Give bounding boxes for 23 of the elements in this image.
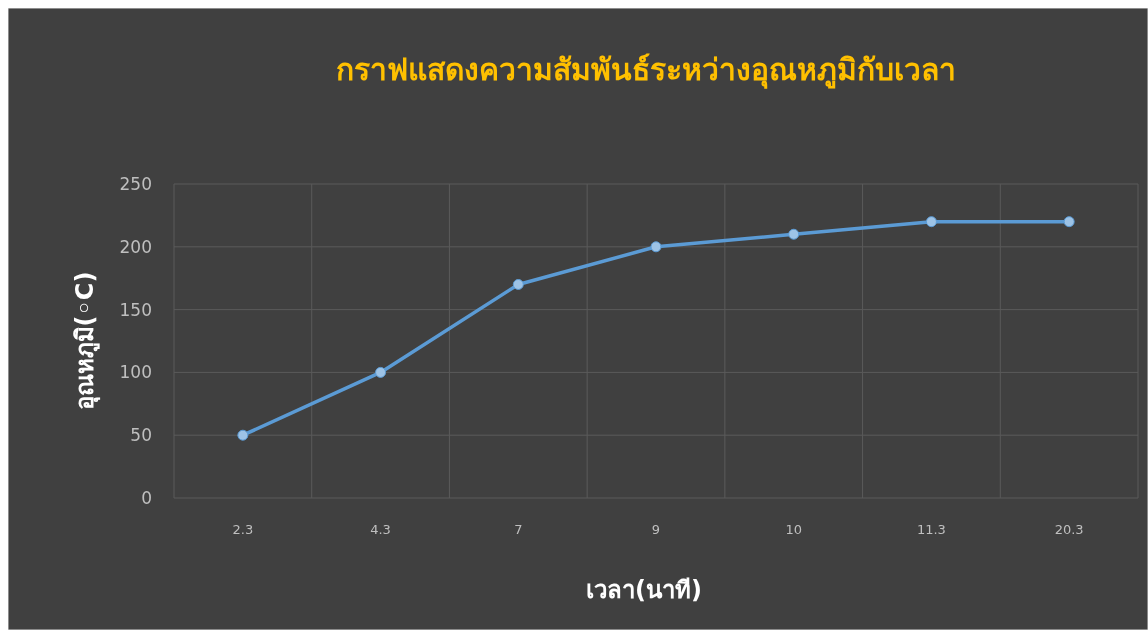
x-tick-label: 10	[785, 522, 802, 537]
x-tick-label: 9	[651, 522, 661, 537]
x-tick-label: 20.3	[1054, 522, 1084, 537]
y-tick-label: 150	[119, 299, 152, 320]
y-tick-label: 50	[130, 425, 152, 446]
point	[788, 228, 800, 240]
y-tick-label: 250	[119, 173, 152, 194]
point	[650, 241, 662, 253]
point	[1063, 216, 1075, 228]
y-axis-title: อุณหภูมิ(◦C)	[71, 271, 101, 411]
point	[512, 278, 524, 290]
x-tick-label: 2.3	[232, 522, 254, 537]
y-tick-label: 100	[119, 362, 152, 383]
y-tick-label: 0	[141, 487, 152, 508]
point	[925, 216, 937, 228]
x-axis-title: เวลา(นาที)	[586, 576, 702, 604]
x-tick-label: 11.3	[916, 522, 946, 537]
point	[237, 429, 249, 441]
y-tick-label: 200	[119, 236, 152, 257]
x-tick-label: 4.3	[370, 522, 391, 537]
point	[375, 366, 387, 378]
chart-title: กราฟแสดงความสัมพันธ์ระหว่างอุณหภูมิกับเวลา	[336, 52, 956, 89]
x-tick-label: 7	[514, 522, 523, 537]
